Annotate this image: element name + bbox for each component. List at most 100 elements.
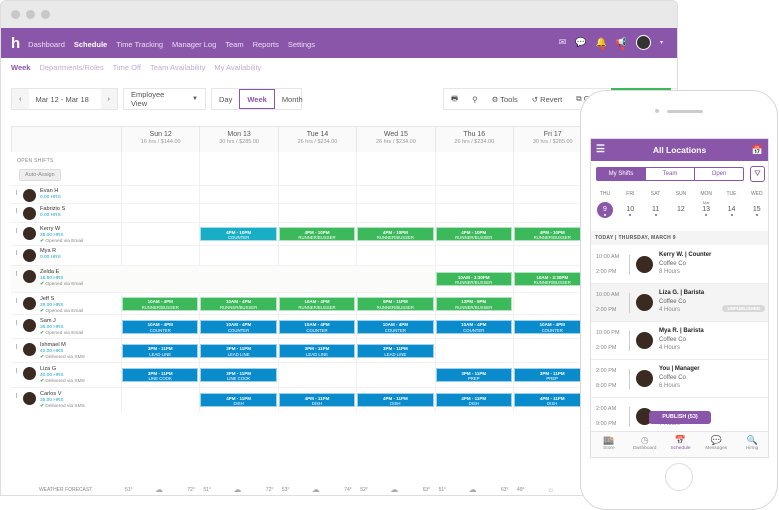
subtab-time-off[interactable]: Time Off [112, 63, 142, 72]
prev-week-button[interactable]: ‹ [12, 89, 29, 109]
shift-block[interactable]: 4PM - 10PM RUNNER/BUSSER [514, 227, 591, 241]
shift-block[interactable]: 4PM - 11PM DISH [435, 393, 512, 407]
menu-icon[interactable]: ☰ [596, 144, 605, 155]
subtab-week[interactable]: Week [11, 63, 31, 72]
tools-button[interactable]: ⚙ Tools [491, 94, 518, 104]
shift-block[interactable]: 10AM - 4PM COUNTER [278, 319, 356, 334]
shift-block[interactable]: 4PM - 11PM DISH [357, 393, 434, 407]
employee-name[interactable]: Ishmael M [40, 342, 66, 348]
shift-list-item[interactable]: 10:00 PM 2:00 PM Mya R. | Barista Coffee Co… [591, 322, 768, 360]
mode-day[interactable]: Day [219, 94, 233, 104]
shift-block[interactable]: 3PM - 11PM LINE COOK [122, 368, 199, 382]
nav-item-time-tracking[interactable]: Time Tracking [116, 40, 164, 49]
drag-handle[interactable] [16, 344, 17, 349]
shift-list-item[interactable]: 10:00 AM 2:00 PM Kerry W. | Counter Coffee … [591, 246, 768, 284]
employee-name[interactable]: Liza G [40, 366, 57, 372]
day-sat[interactable]: SAT 11 [646, 191, 666, 216]
nav-item-schedule[interactable]: Schedule [73, 40, 108, 49]
mail-icon[interactable]: ✉ [558, 37, 567, 47]
segment-my-shifts[interactable]: My Shifts [597, 168, 645, 180]
shift-block[interactable]: 10AM - 4PM RUNNER/BUSSER [122, 296, 199, 311]
auto-assign-button[interactable]: Auto-Assign [19, 169, 61, 181]
shift-block[interactable]: 10AM - 3:30PM RUNNER/BUSSER [514, 272, 591, 286]
publish-button[interactable]: PUBLISH (53) [649, 411, 711, 424]
tab-hiring[interactable]: 🔍 Hiring [734, 432, 768, 457]
day-mon[interactable]: MON Mar 13 [696, 191, 716, 216]
tab-messages[interactable]: 💬 Messages [698, 432, 734, 457]
nav-item-team[interactable]: Team [225, 40, 244, 49]
next-week-button[interactable]: › [100, 89, 117, 109]
shift-block[interactable]: 3PM - 11PM PREP [514, 368, 591, 382]
shift-block[interactable]: 10AM - 4PM COUNTER [200, 319, 277, 334]
calendar-add-icon[interactable]: 📅 [751, 145, 763, 155]
home-button[interactable] [665, 463, 693, 491]
employee-name[interactable]: Mya R [40, 248, 57, 254]
day-tue[interactable]: TUE 14 [722, 191, 742, 216]
shift-list-item[interactable]: 2:00 PM 8:00 PM You | Manager Coffee Co 6 Ho… [591, 360, 768, 398]
shift-block[interactable]: 3PM - 11PM LEAD LINE [278, 343, 356, 358]
employee-name[interactable]: Jeff S [40, 296, 55, 302]
maximize-dot[interactable] [41, 10, 50, 19]
shift-block[interactable]: 3PM - 11PM LEAD LINE [200, 343, 277, 358]
shift-block[interactable]: 10AM - 3:30PM RUNNER/BUSSER [435, 272, 512, 286]
day-fri[interactable]: FRI 10 [620, 191, 640, 216]
shift-block[interactable]: 10AM - 4PM RUNNER/BUSSER [278, 296, 356, 311]
shift-block[interactable]: 4PM - 10PM COUNTER [200, 227, 277, 241]
shift-block[interactable]: 10AM - 4PM COUNTER [357, 319, 434, 334]
nav-item-dashboard[interactable]: Dashboard [28, 40, 65, 49]
shift-block[interactable]: 3PM - 11PM LEAD LINE [122, 343, 199, 358]
day-sun[interactable]: SUN 12 [671, 191, 691, 213]
tab-store[interactable]: 🏬 Store [591, 432, 627, 457]
tab-schedule[interactable]: 📅 Schedule [663, 432, 699, 457]
employee-name[interactable]: Kerry W [40, 226, 61, 232]
tab-dashboard[interactable]: ◷ Dashboard [627, 432, 663, 457]
employee-name[interactable]: Evan H [40, 188, 59, 194]
segment-team[interactable]: Team [645, 168, 694, 180]
subtab-departments-roles[interactable]: Departments/Roles [39, 63, 104, 72]
minimize-dot[interactable] [26, 10, 35, 19]
publish-button-edge[interactable] [611, 88, 671, 91]
date-range[interactable]: Mar 12 - Mar 18 [35, 94, 89, 104]
revert-button[interactable]: ↺ Revert [531, 94, 563, 104]
shift-block[interactable]: 10AM - 4PM RUNNER/BUSSER [200, 296, 277, 311]
shift-block[interactable]: 4PM - 11PM DISH [200, 393, 277, 407]
search-icon[interactable]: ⚲ [472, 94, 478, 104]
drag-handle[interactable] [16, 393, 17, 398]
drag-handle[interactable] [16, 271, 17, 276]
nav-item-reports[interactable]: Reports [252, 40, 279, 49]
drag-handle[interactable] [16, 298, 17, 303]
megaphone-icon[interactable]: 📢 [616, 37, 627, 50]
close-dot[interactable] [11, 10, 20, 19]
print-icon[interactable]: 🖶 [451, 93, 459, 103]
shift-block[interactable]: 12PM - 5PM RUNNER/BUSSER [435, 296, 512, 311]
employee-name[interactable]: Fabrizio S [40, 206, 66, 212]
drag-handle[interactable] [16, 368, 17, 373]
employee-name[interactable]: Zelda E [40, 269, 60, 275]
chevron-down-icon[interactable]: ▾ [659, 40, 663, 46]
shift-block[interactable]: 10AM - 4PM COUNTER [122, 319, 199, 334]
bell-icon[interactable]: 🔔 [596, 37, 607, 50]
shift-block[interactable]: 4PM - 11PM DISH [514, 393, 591, 407]
drag-handle[interactable] [16, 320, 17, 325]
day-thu[interactable]: THU 9 [595, 191, 615, 218]
logo[interactable]: h [11, 34, 21, 52]
drag-handle[interactable] [16, 228, 17, 233]
filter-icon[interactable]: ⛛ [750, 166, 765, 182]
shift-block[interactable]: 4PM - 11PM DISH [278, 393, 356, 407]
employee-name[interactable]: Sam J [40, 318, 56, 324]
shift-block[interactable]: 3PM - 11PM LEAD LINE [357, 343, 434, 358]
shift-block[interactable]: 10AM - 4PM COUNTER [435, 319, 512, 334]
employee-name[interactable]: Carlos V [40, 391, 62, 397]
drag-handle[interactable] [16, 208, 17, 213]
view-select[interactable]: Employee View ▼ [123, 88, 206, 110]
shift-block[interactable]: 3PM - 11PM LINE COOK [200, 368, 277, 382]
shift-block[interactable]: 6PM - 11PM RUNNER/BUSSER [357, 296, 434, 311]
segment-open[interactable]: Open [694, 168, 743, 180]
drag-handle[interactable] [16, 190, 17, 195]
day-wed[interactable]: WED 15 [747, 191, 767, 216]
shift-block[interactable]: 4PM - 10PM RUNNER/BUSSER [357, 227, 434, 241]
nav-item-manager-log[interactable]: Manager Log [172, 40, 217, 49]
shift-block[interactable]: 4PM - 10PM RUNNER/BUSSER [435, 227, 512, 241]
subtab-team-availability[interactable]: Team Availability [150, 63, 206, 72]
shift-block[interactable]: 3PM - 11PM PREP [435, 368, 512, 382]
